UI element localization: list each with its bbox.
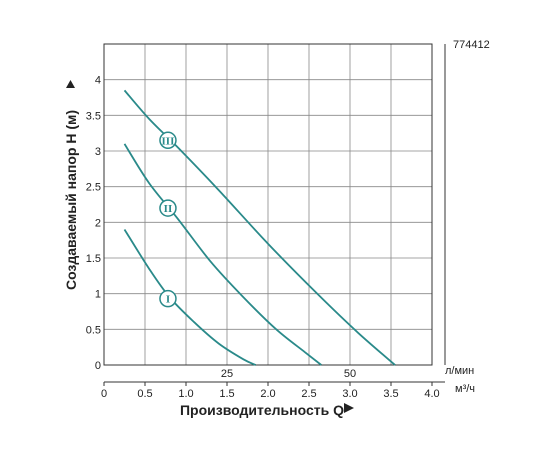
x-tick-label-0: 0 (101, 388, 107, 400)
x-tick-label-2: 1.0 (178, 388, 193, 400)
plot-border (103, 43, 433, 366)
x-tick-label-5: 2.5 (301, 388, 316, 400)
y-axis-title-group: Создаваемый напор H (м) (63, 80, 79, 290)
x-tick-label-1: 0.5 (137, 388, 152, 400)
flow-lmin-unit: л/мин (445, 365, 474, 377)
curve-III (123, 89, 396, 366)
y-tick-label-6: 3 (95, 146, 101, 158)
x-tick-label-4: 2.0 (260, 388, 275, 400)
product-code: 774412 (453, 39, 490, 51)
curve-label-circle-I (159, 289, 177, 308)
curve-label-circle-II (159, 199, 177, 217)
curve-II (123, 143, 322, 366)
y-tick-label-4: 2 (95, 217, 101, 229)
x-tick-label-6: 3.0 (342, 388, 357, 400)
x-axis-arrow-icon (344, 403, 354, 413)
y-axis-title: Создаваемый напор H (м) (63, 110, 79, 290)
grid (103, 44, 433, 365)
x-axis-title: Производительность Q (180, 402, 344, 418)
x-axis-ticks: 0 0.5 1.0 1.5 2.0 2.5 3.0 3.5 4.0 25 50 (101, 368, 440, 400)
y-tick-label-7: 3.5 (86, 110, 101, 122)
curve-label-circle-III (159, 131, 177, 150)
curve-label-II: II (164, 203, 173, 215)
flow-m3h-unit: м³/ч (455, 383, 475, 395)
curve-I (123, 228, 257, 366)
y-axis-ticks: 0 0.5 1 1.5 2 2.5 3 3.5 4 (86, 75, 101, 372)
x-tick-label-3: 1.5 (219, 388, 234, 400)
curve-label-III: III (162, 135, 175, 147)
y-tick-label-3: 1.5 (86, 253, 101, 265)
plot-frame (103, 43, 446, 383)
curve-label-I: I (166, 294, 170, 306)
x-tick-label-7: 3.5 (383, 388, 398, 400)
y-tick-label-8: 4 (95, 75, 101, 87)
x-tick-label-8: 4.0 (424, 388, 439, 400)
y-tick-label-5: 2.5 (86, 182, 101, 194)
y-tick-label-0: 0 (95, 360, 101, 372)
y-tick-label-1: 0.5 (86, 324, 101, 336)
lmin-tick-label-1: 50 (344, 368, 356, 380)
y-axis-arrow-icon (66, 80, 75, 88)
lmin-tick-label-0: 25 (221, 368, 233, 380)
y-tick-label-2: 1 (95, 289, 101, 301)
